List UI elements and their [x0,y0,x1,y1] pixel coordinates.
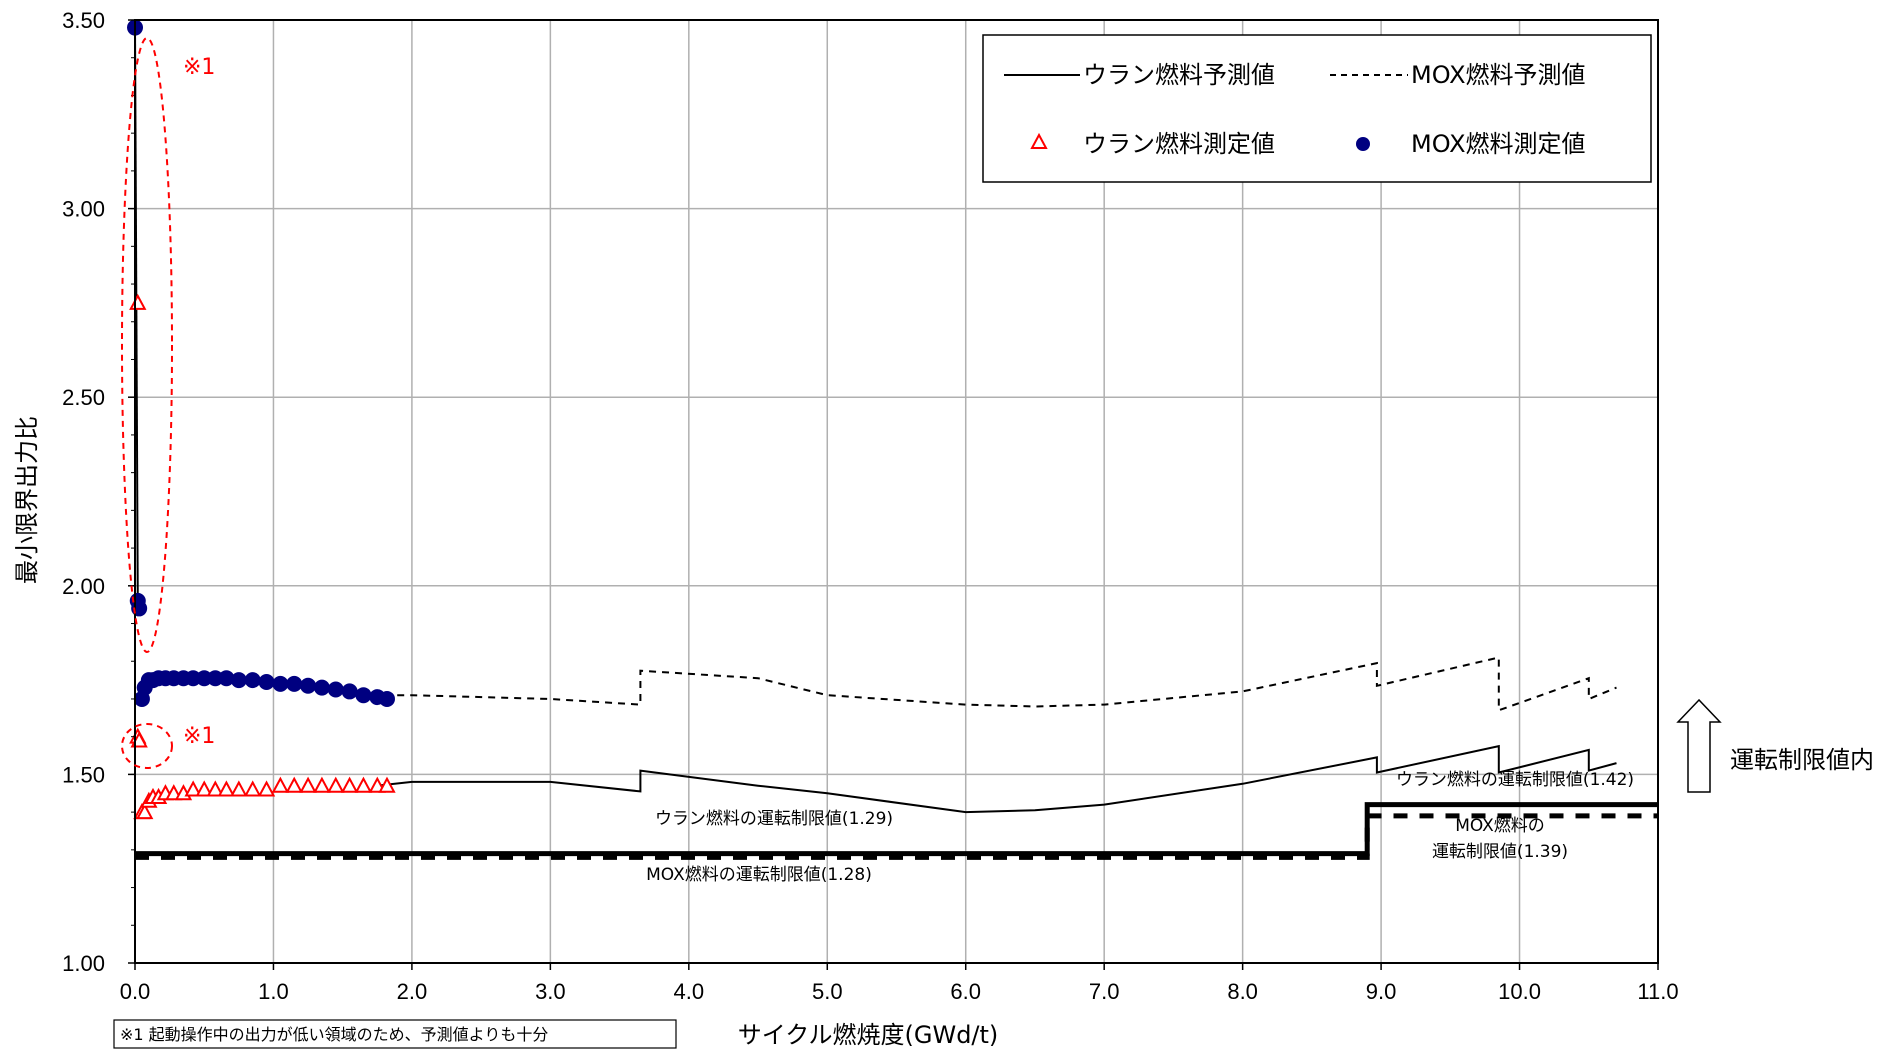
y-tick-label: 1.50 [62,762,105,787]
mox-measured-point [286,675,303,692]
mox-measured-point [327,681,344,698]
mox-measured-point [341,683,358,700]
mox-measured-point [272,675,289,692]
mox-measured-point [207,670,224,687]
measured-markers [127,19,396,820]
x-tick-label: 5.0 [812,979,843,1004]
series-line [377,744,1617,814]
uranium-measured-point [206,780,224,797]
uranium-limit-right-label: ウラン燃料の運転制限値(1.42) [1396,770,1634,790]
limit-line [135,813,1658,860]
uranium-measured-point [354,776,373,793]
x-tick-label: 9.0 [1366,979,1397,1004]
uranium-measured-point [136,803,154,820]
legend-uranium-measured-marker [1030,132,1048,149]
uranium-measured-point [244,780,262,797]
up-arrow-icon [1676,698,1722,793]
uranium-measured-point [313,776,331,793]
x-tick-label: 1.0 [258,979,289,1004]
y-tick-label: 1.00 [62,951,105,976]
legend-mox-measured-label: MOX燃料測定値 [1411,130,1586,158]
x-axis-title: サイクル燃焼度(GWd/t) [738,1021,999,1049]
axis-ticks: 0.0 1.0 2.0 3.0 4.0 5.0 6.0 7.0 8.0 9.0 10.0 11.0 1.… [62,8,1678,1004]
uranium-limit-left-label: ウラン燃料の運転制限値(1.29) [655,809,893,829]
x-tick-label: 2.0 [397,979,428,1004]
uranium-measured-point [184,780,202,797]
legend-uranium-predicted-label: ウラン燃料予測値 [1083,61,1275,89]
uranium-measured-point [195,780,213,797]
grid-lines [135,20,1658,963]
uranium-measured-point [378,776,396,793]
x-tick-label: 6.0 [950,979,981,1004]
note-ellipse-lower [121,723,173,769]
legend: ウラン燃料予測値 MOX燃料予測値 ウラン燃料測定値 MOX燃料測定値 [982,34,1652,183]
x-tick-label: 10.0 [1498,979,1541,1004]
uranium-measured-point [230,780,248,797]
uranium-measured-point [217,780,236,797]
mox-measured-point [230,672,247,689]
note-marker-lower: ※1 [183,724,215,749]
footnote-text: ※1 起動操作中の出力が低い領域のため、予測値よりも十分 [120,1025,548,1044]
mox-measured-point [218,670,235,687]
x-tick-label: 3.0 [535,979,566,1004]
limit-line [135,802,1658,857]
y-tick-label: 3.00 [62,197,105,222]
x-tick-label: 7.0 [1089,979,1120,1004]
legend-mox-predicted-label: MOX燃料予測値 [1411,61,1586,89]
y-tick-label: 2.50 [62,385,105,410]
legend-box [982,34,1652,183]
mox-limit-left-label: MOX燃料の運転制限値(1.28) [646,865,872,885]
x-tick-label: 4.0 [674,979,705,1004]
mox-measured-point [244,672,261,689]
note-marker-upper: ※1 [183,55,215,80]
y-tick-label: 2.00 [62,574,105,599]
series-line [384,656,1617,712]
mox-measured-point [185,670,202,687]
side-label: 運転制限値内 [1730,746,1874,774]
legend-uranium-measured-label: ウラン燃料測定値 [1083,130,1275,158]
x-tick-label: 8.0 [1227,979,1258,1004]
footnote-box [113,1019,677,1049]
mox-measured-point [300,677,317,694]
mox-measured-point [258,673,275,690]
x-tick-label: 0.0 [120,979,151,1004]
uranium-measured-point [285,776,303,793]
mox-measured-point [378,690,395,707]
plot-frame [134,19,1659,964]
note-ellipse-upper [121,37,173,653]
y-tick-label: 3.50 [62,8,105,33]
uranium-measured-point [129,293,147,310]
legend-mox-measured-marker [1356,137,1370,151]
mox-measured-point [355,687,372,704]
mox-limit-right-label-1: MOX燃料の [1455,816,1545,836]
limit-lines [135,802,1658,860]
mox-measured-point [196,670,213,687]
uranium-measured-point [340,776,359,793]
uranium-measured-point [271,776,290,793]
mox-limit-right-label-2: 運転制限値(1.39) [1432,842,1568,862]
uranium-measured-point [257,780,276,797]
y-axis-title: 最小限界出力比 [13,416,41,584]
mox-measured-point [313,679,330,696]
uranium-measured-point [327,776,345,793]
uranium-measured-point [299,776,317,793]
x-tick-label: 11.0 [1637,979,1678,1004]
